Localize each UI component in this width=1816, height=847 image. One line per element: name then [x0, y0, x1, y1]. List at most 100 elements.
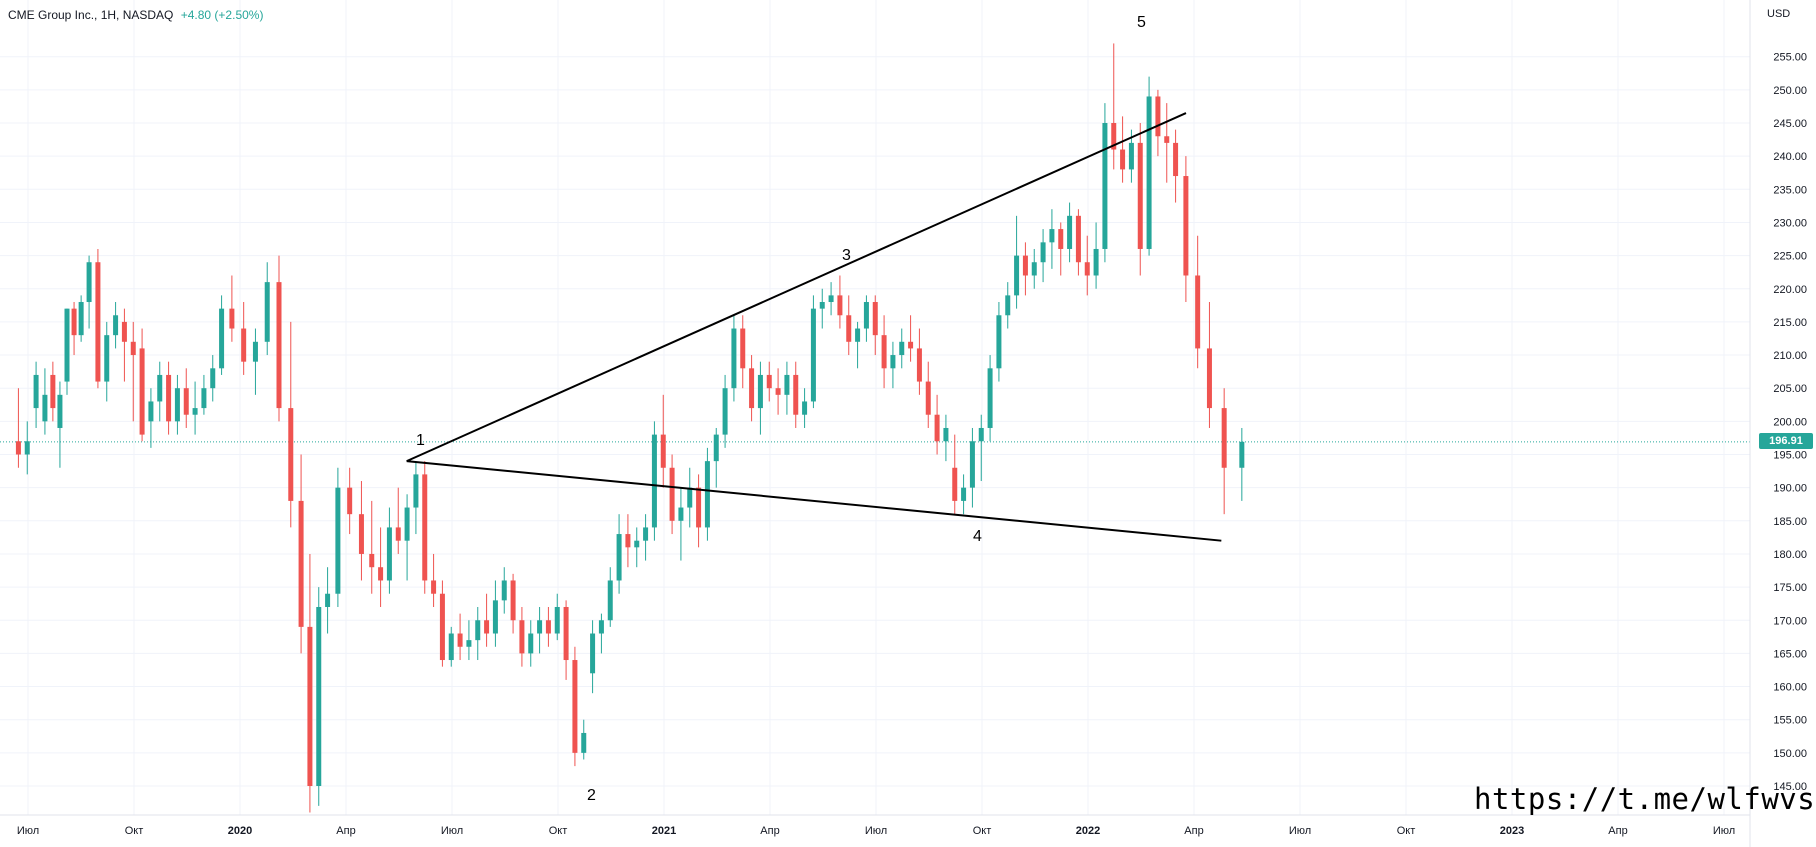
chart-legend[interactable]: CME Group Inc., 1H, NASDAQ +4.80 (+2.50%…: [8, 8, 263, 22]
candle-body: [492, 600, 498, 634]
candle-body: [404, 507, 410, 541]
candle-body: [50, 374, 56, 409]
candle-body: [1084, 262, 1090, 276]
candle-body: [881, 335, 887, 369]
candle-body: [42, 394, 48, 422]
candle: [510, 573, 516, 634]
x-tick-label: 2020: [228, 825, 252, 837]
candle-body: [201, 388, 207, 409]
candle-body: [855, 328, 861, 342]
candle: [802, 388, 808, 428]
candle: [1120, 116, 1126, 183]
candle: [121, 308, 127, 382]
y-tick-label: 255.00: [1773, 52, 1807, 64]
trendline-upper[interactable]: [406, 112, 1187, 463]
candle-body: [581, 732, 587, 753]
candle-body: [740, 328, 746, 369]
candle: [192, 381, 198, 435]
candle-body: [219, 308, 225, 369]
candle-body: [439, 593, 445, 661]
candle: [95, 248, 101, 389]
candle-body: [996, 315, 1002, 369]
watermark-link: https://t.me/wlfwvs: [1474, 782, 1816, 816]
candle: [943, 414, 949, 462]
candle-body: [121, 321, 127, 342]
candle-body: [987, 368, 993, 428]
candle: [15, 388, 21, 468]
wave-label-2: 2: [587, 787, 596, 804]
candle-body: [71, 308, 77, 336]
candle: [722, 374, 728, 448]
candle-body: [316, 606, 322, 786]
x-tick-label: Июл: [441, 825, 463, 837]
candle: [210, 355, 216, 402]
candle: [572, 646, 578, 767]
candle-body: [86, 262, 92, 303]
y-tick-label: 235.00: [1773, 184, 1807, 196]
candle: [1093, 222, 1099, 289]
candle-body: [457, 633, 463, 647]
candle-body: [1075, 215, 1081, 263]
candle: [881, 315, 887, 389]
candle-body: [229, 308, 235, 329]
candle: [810, 295, 816, 409]
candle-body: [386, 527, 392, 581]
candle-body: [643, 527, 649, 541]
candle-body: [660, 434, 666, 468]
candle: [908, 315, 914, 362]
candle-body: [475, 620, 481, 641]
candle: [484, 593, 490, 647]
candle-body: [634, 540, 640, 548]
candle-body: [183, 388, 189, 415]
trendlines: [406, 112, 1222, 542]
candle-body: [24, 441, 30, 455]
symbol-title[interactable]: CME Group Inc., 1H, NASDAQ: [8, 8, 174, 22]
candle-body: [1014, 255, 1020, 296]
candle: [660, 394, 666, 488]
grid: [0, 0, 1750, 815]
currency-label[interactable]: USD: [1767, 8, 1791, 20]
candle: [1173, 129, 1179, 203]
y-tick-label: 175.00: [1773, 582, 1807, 594]
candle-body: [651, 434, 657, 528]
candle-body: [1102, 123, 1108, 249]
candle: [386, 507, 392, 594]
candle-body: [174, 388, 180, 422]
candle: [643, 514, 649, 561]
candle: [1146, 76, 1152, 256]
candle: [276, 255, 282, 422]
candle-body: [722, 388, 728, 435]
candle: [33, 361, 39, 428]
y-tick-label: 240.00: [1773, 151, 1807, 163]
candle: [519, 606, 525, 667]
candle-body: [1120, 149, 1126, 170]
candle-body: [713, 434, 719, 462]
candle-body: [766, 374, 772, 389]
candle-body: [934, 414, 940, 442]
candle: [961, 474, 967, 515]
candle: [501, 567, 507, 614]
candle-body: [1111, 123, 1117, 150]
candle: [78, 295, 84, 342]
candle-body: [307, 626, 313, 786]
candle-body: [952, 467, 958, 501]
candle: [837, 275, 843, 329]
candle: [855, 321, 861, 369]
x-tick-label: Апр: [336, 825, 355, 837]
candle: [166, 361, 172, 435]
candle: [358, 481, 364, 581]
candle: [952, 434, 958, 515]
candle-body: [422, 474, 428, 581]
y-tick-label: 190.00: [1773, 483, 1807, 495]
candle-body: [157, 374, 163, 402]
candle-body: [687, 487, 693, 508]
candle-body: [607, 580, 613, 621]
candle-body: [95, 262, 101, 382]
candle: [1155, 89, 1161, 157]
x-tick-label: Окт: [125, 825, 144, 837]
candle-body: [563, 606, 569, 661]
y-tick-label: 250.00: [1773, 85, 1807, 97]
trendline-lower[interactable]: [406, 460, 1222, 542]
candle-body: [537, 620, 543, 634]
